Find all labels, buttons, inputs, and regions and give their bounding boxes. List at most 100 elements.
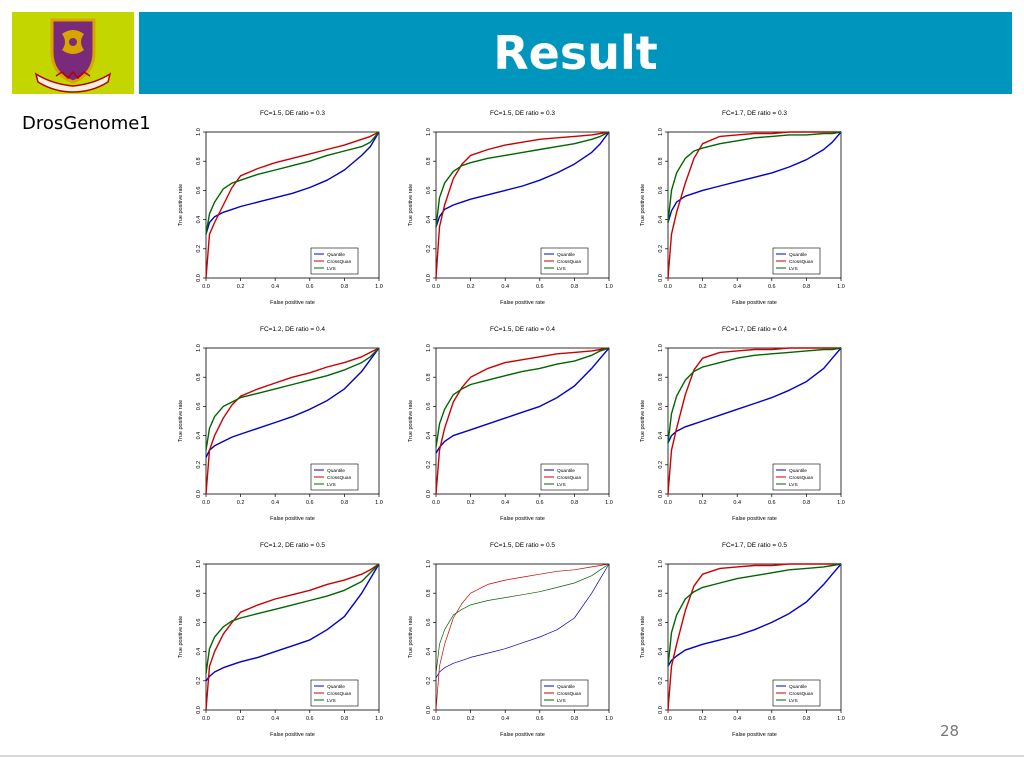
x-tick-label: 1.0 [837, 284, 845, 290]
series-line-quantile [435, 563, 610, 679]
x-tick-label: 0.4 [733, 284, 741, 290]
legend-label: LVS [557, 698, 566, 704]
plot-frame [205, 347, 380, 495]
y-tick-label: 0.0 [196, 490, 202, 498]
x-tick-label: 0.2 [237, 284, 245, 290]
y-axis-label: True positive rate [178, 184, 184, 226]
series-line-lvs [667, 347, 842, 443]
x-tick-label: 0.2 [467, 284, 475, 290]
chart-title: FC=1.7, DE ratio = 0.5 [722, 542, 787, 549]
series-line-lvs [205, 347, 380, 451]
y-tick-label: 0.2 [658, 461, 664, 469]
y-tick-label: 0.8 [426, 157, 432, 165]
chart-title: FC=1.7, DE ratio = 0.4 [722, 326, 787, 333]
y-axis-label: True positive rate [640, 184, 646, 226]
y-tick-label: 0.8 [658, 373, 664, 381]
y-tick-label: 0.8 [196, 157, 202, 165]
y-tick-label: 0.2 [196, 461, 202, 469]
y-axis-label: True positive rate [408, 400, 414, 442]
x-tick-label: 0.4 [501, 284, 509, 290]
y-tick-label: 1.0 [658, 344, 664, 352]
y-tick-label: 0.2 [426, 461, 432, 469]
series-line-lvs [667, 131, 842, 223]
y-tick-label: 0.2 [196, 677, 202, 685]
y-tick-label: 1.0 [658, 128, 664, 136]
x-tick-label: 0.6 [306, 284, 314, 290]
x-tick-label: 0.8 [341, 500, 349, 506]
y-tick-label: 0.8 [658, 157, 664, 165]
legend-label: LVS [557, 266, 566, 272]
legend-label: CrossQuan [557, 691, 582, 697]
plot-frame [667, 347, 842, 495]
x-tick-label: 0.0 [432, 716, 440, 722]
x-tick-label: 0.6 [536, 500, 544, 506]
x-axis-label: False positive rate [270, 732, 315, 738]
y-tick-label: 0.2 [658, 677, 664, 685]
chart-title: FC=1.5, DE ratio = 0.3 [490, 110, 555, 117]
roc-chart-7: FC=1.2, DE ratio = 0.5 0.0 0.2 0.4 0.6 0.8 1.0… [178, 542, 383, 738]
x-axis-label: False positive rate [270, 300, 315, 306]
x-tick-label: 0.8 [803, 500, 811, 506]
x-tick-label: 0.6 [768, 716, 776, 722]
y-tick-label: 1.0 [426, 344, 432, 352]
x-tick-label: 1.0 [605, 284, 613, 290]
series-line-quantile [667, 347, 842, 444]
x-tick-label: 0.4 [733, 716, 741, 722]
y-axis-label: True positive rate [408, 184, 414, 226]
legend-label: Quantile [789, 468, 807, 474]
y-tick-label: 0.8 [196, 373, 202, 381]
x-tick-label: 0.2 [699, 284, 707, 290]
y-tick-label: 0.4 [426, 648, 432, 656]
x-tick-label: 0.2 [467, 500, 475, 506]
x-tick-label: 0.2 [699, 500, 707, 506]
y-tick-label: 0.6 [658, 187, 664, 195]
series-line-crossquan [205, 347, 380, 495]
roc-chart-8: FC=1.5, DE ratio = 0.5 0.0 0.2 0.4 0.6 0.8 1.0… [408, 542, 613, 738]
y-tick-label: 1.0 [196, 344, 202, 352]
plot-frame [667, 563, 842, 711]
y-tick-label: 0.2 [426, 245, 432, 253]
y-tick-label: 1.0 [426, 560, 432, 568]
y-tick-label: 0.6 [426, 619, 432, 627]
y-tick-label: 0.4 [196, 648, 202, 656]
chart-title: FC=1.2, DE ratio = 0.5 [260, 542, 325, 549]
x-axis-label: False positive rate [732, 516, 777, 522]
x-tick-label: 0.4 [501, 500, 509, 506]
y-tick-label: 1.0 [426, 128, 432, 136]
x-tick-label: 0.8 [571, 284, 579, 290]
x-tick-label: 0.8 [341, 716, 349, 722]
x-tick-label: 0.6 [768, 500, 776, 506]
x-tick-label: 0.4 [271, 716, 279, 722]
y-tick-label: 0.2 [658, 245, 664, 253]
chart-title: FC=1.7, DE ratio = 0.3 [722, 110, 787, 117]
x-tick-label: 0.4 [733, 500, 741, 506]
dataset-label: DrosGenome1 [22, 113, 151, 134]
legend-label: Quantile [789, 684, 807, 690]
series-line-lvs [205, 131, 380, 235]
y-tick-label: 0.4 [426, 432, 432, 440]
y-tick-label: 0.6 [426, 403, 432, 411]
y-tick-label: 0.0 [658, 490, 664, 498]
chart-title: FC=1.5, DE ratio = 0.3 [260, 110, 325, 117]
legend-label: CrossQuan [789, 691, 814, 697]
x-axis-label: False positive rate [732, 300, 777, 306]
x-tick-label: 0.6 [306, 500, 314, 506]
logo-panel [12, 12, 134, 94]
plot-frame [435, 131, 610, 279]
y-tick-label: 0.4 [426, 216, 432, 224]
y-tick-label: 0.2 [196, 245, 202, 253]
series-line-quantile [435, 347, 610, 454]
series-line-lvs [435, 347, 610, 448]
legend-label: Quantile [327, 684, 345, 690]
x-tick-label: 1.0 [605, 500, 613, 506]
series-line-crossquan [205, 563, 380, 711]
y-tick-label: 0.2 [426, 677, 432, 685]
series-line-lvs [435, 563, 610, 674]
series-line-quantile [667, 563, 842, 667]
legend-label: LVS [789, 482, 798, 488]
series-line-crossquan [435, 347, 610, 495]
series-line-crossquan [435, 131, 610, 279]
legend-label: Quantile [557, 468, 575, 474]
y-tick-label: 0.8 [426, 589, 432, 597]
x-tick-label: 0.4 [271, 284, 279, 290]
